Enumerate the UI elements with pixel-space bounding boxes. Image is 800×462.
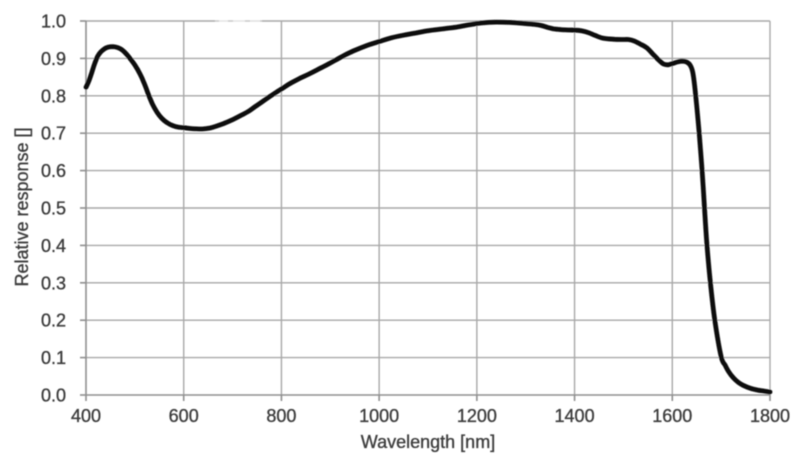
svg-text:0.0: 0.0 [41, 386, 66, 406]
svg-text:1.0: 1.0 [41, 12, 66, 32]
svg-text:1800: 1800 [750, 406, 790, 426]
svg-text:0.2: 0.2 [41, 311, 66, 331]
svg-text:Wavelength [nm]: Wavelength [nm] [361, 432, 495, 452]
svg-text:1600: 1600 [652, 406, 692, 426]
svg-text:0.6: 0.6 [41, 161, 66, 181]
svg-text:1000: 1000 [359, 406, 399, 426]
svg-text:1200: 1200 [457, 406, 497, 426]
svg-text:Relative response []: Relative response [] [12, 127, 32, 286]
svg-text:0.4: 0.4 [41, 236, 66, 256]
svg-text:0.9: 0.9 [41, 49, 66, 69]
svg-text:1400: 1400 [555, 406, 595, 426]
svg-text:400: 400 [71, 406, 101, 426]
svg-text:0.8: 0.8 [41, 86, 66, 106]
svg-text:0.5: 0.5 [41, 199, 66, 219]
svg-text:0.7: 0.7 [41, 124, 66, 144]
svg-text:800: 800 [266, 406, 296, 426]
svg-text:0.1: 0.1 [41, 348, 66, 368]
svg-text:600: 600 [169, 406, 199, 426]
svg-text:0.3: 0.3 [41, 273, 66, 293]
